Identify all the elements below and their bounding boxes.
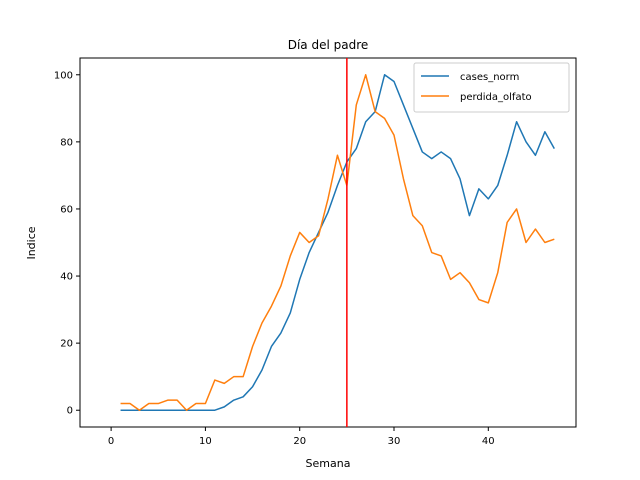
y-tick-label: 40 [60,272,73,283]
x-tick-label: 30 [388,436,401,447]
series-line-cases-norm [120,74,555,411]
legend-box [413,62,570,113]
x-tick-label: 10 [199,436,212,447]
plot-frame [79,57,577,428]
y-tick-label: 80 [60,137,73,148]
x-tick-label: 0 [108,436,114,447]
x-tick-label: 20 [293,436,306,447]
series-layer [120,58,555,427]
legend-label: perdida_olfato [460,92,532,103]
y-tick-label: 60 [60,204,73,215]
y-axis-label: Indice [25,226,38,259]
chart-title: Día del padre [288,38,369,52]
y-tick-label: 0 [67,406,73,417]
legend-label: cases_norm [460,72,519,83]
x-axis-label: Semana [306,457,351,470]
series-line-perdida-olfato [120,74,555,411]
y-tick-label: 100 [54,70,73,81]
x-axis-ticks: 0 10 20 30 40 [108,427,495,447]
y-axis-ticks: 0 20 40 60 80 100 [54,70,80,417]
legend: cases_norm perdida_olfato [413,62,570,113]
y-tick-label: 20 [60,339,73,350]
x-tick-label: 40 [482,436,495,447]
